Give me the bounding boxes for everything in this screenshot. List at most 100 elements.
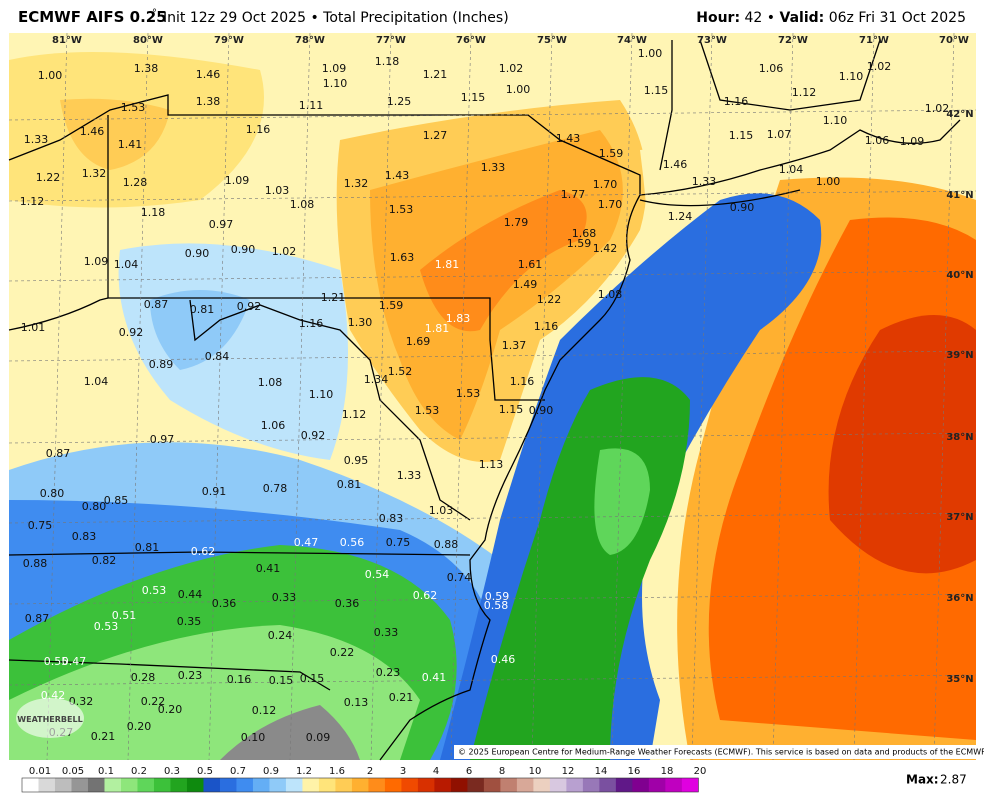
point-label: 1.09 [225,174,250,187]
latitude-label: 41°N [946,190,973,201]
point-label: 0.81 [190,303,215,316]
legend-label: 0.1 [98,766,114,777]
point-label: 0.12 [252,704,277,717]
legend-swatch [87,778,105,792]
point-label: 1.53 [415,404,440,417]
point-label: 1.24 [668,210,693,223]
legend-label: 0.05 [62,766,84,777]
latitude-label: 37°N [946,512,973,523]
legend-swatch [632,778,650,792]
field [220,705,360,760]
point-label: 1.16 [510,375,535,388]
point-label: 0.41 [256,562,281,575]
point-label: 0.53 [94,620,119,633]
latitude-label: 36°N [946,593,973,604]
legend-label: 1.2 [296,766,312,777]
point-label: 0.92 [119,326,144,339]
point-label: 0.15 [269,674,294,687]
point-label: 0.92 [301,429,326,442]
point-label: 1.33 [692,175,717,188]
legend-swatch [104,778,122,792]
legend-swatch [615,778,633,792]
point-label: 1.27 [423,129,448,142]
point-label: 0.75 [28,519,53,532]
point-label: 1.08 [598,288,623,301]
longitude-label: 75°W [537,35,567,46]
point-label: 1.61 [518,258,543,271]
legend-swatch [467,778,485,792]
point-label: 0.78 [263,482,288,495]
legend-label: 16 [628,766,641,777]
meridian [933,32,955,761]
point-label: 1.11 [299,99,324,112]
valid-info: Hour: 42 • Valid: 06z Fri 31 Oct 2025 [696,10,966,26]
logo: WEATHERBELL [17,715,82,724]
point-label: 0.81 [337,478,362,491]
legend-label: 0.2 [131,766,147,777]
point-label: 1.59 [567,237,592,250]
point-label: 1.00 [506,83,531,96]
point-label: 1.46 [80,125,105,138]
point-label: 1.10 [309,388,334,401]
copyright-box [454,745,976,759]
longitude-label: 78°W [295,35,325,46]
point-label: 1.41 [118,138,143,151]
point-label: 1.38 [134,62,159,75]
point-label: 0.13 [344,696,369,709]
point-label: 0.83 [72,530,97,543]
point-label: 0.22 [141,695,166,708]
legend-label: 4 [433,766,439,777]
point-label: 0.41 [422,671,447,684]
point-label: 1.81 [435,258,460,271]
point-label: 0.89 [149,358,174,371]
longitude-label: 80°W [133,35,163,46]
point-label: 1.43 [385,169,410,182]
point-label: 1.70 [598,198,623,211]
map-area [8,33,976,761]
legend-frame [21,777,699,793]
longitude-label: 73°W [697,35,727,46]
legend-swatch [318,778,336,792]
longitude-label: 72°W [778,35,808,46]
legend-swatch [599,778,617,792]
point-label: 1.46 [196,68,221,81]
point-label: 1.32 [82,167,107,180]
point-label: 1.13 [479,458,504,471]
point-label: 1.30 [348,316,373,329]
point-label: 0.97 [209,218,234,231]
legend-swatch [516,778,534,792]
point-label: 0.91 [202,485,227,498]
legend-swatch [71,778,89,792]
max-value: 2.87 [940,773,967,787]
point-label: 0.85 [104,494,129,507]
point-label: 0.97 [150,433,175,446]
point-label: 0.46 [491,653,516,666]
legend-swatch [384,778,402,792]
point-label: 0.24 [268,629,293,642]
valid-label: Valid: [780,10,825,26]
point-label: 1.52 [388,365,413,378]
point-label: 0.47 [294,536,319,549]
point-label: 1.32 [344,177,369,190]
point-label: 1.10 [323,77,348,90]
point-label: 1.68 [572,227,597,240]
legend-swatch [203,778,221,792]
field [150,290,250,370]
point-label: 0.28 [131,671,156,684]
point-label: 1.02 [272,245,297,258]
point-label: 1.10 [839,70,864,83]
point-label: 1.04 [114,258,139,271]
point-label: 0.55 [44,655,69,668]
latitude-label: 38°N [946,432,973,443]
point-label: 1.34 [364,373,389,386]
point-label: 0.23 [178,669,203,682]
point-label: 0.95 [344,454,369,467]
point-label: 1.16 [299,317,324,330]
parallel [8,190,977,202]
legend-swatch [153,778,171,792]
legend-swatch [186,778,204,792]
point-label: 0.23 [376,666,401,679]
legend: 0.01 0.05 0.1 0.2 0.3 0.5 0.7 0.9 1.2 1.6 2 3 4 6 8 10 1… [21,766,706,793]
legend-swatch [401,778,419,792]
point-label: 0.35 [177,615,202,628]
